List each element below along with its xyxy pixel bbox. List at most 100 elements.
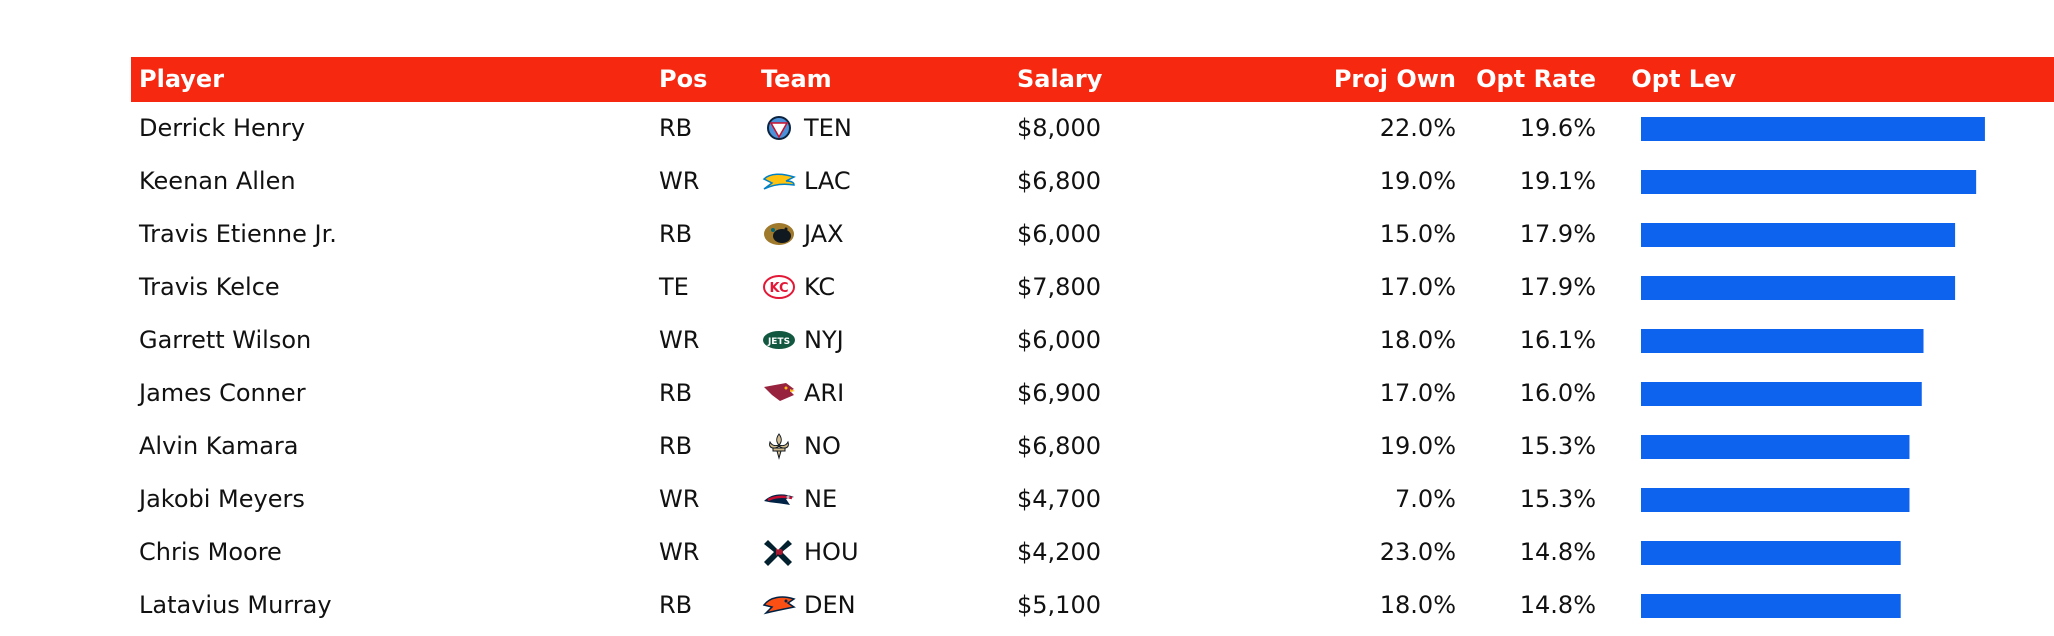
opt-rate-bar [1641, 329, 1924, 353]
opt-rate-bar-chart-cell [1641, 276, 1956, 300]
player-name: Latavius Murray [139, 591, 332, 619]
proj-own-value: 19.0% [1379, 432, 1456, 460]
opt-rate-bar-chart-cell [1641, 435, 1910, 459]
player-pos: TE [659, 273, 689, 301]
team-abbr: HOU [804, 538, 859, 566]
salary-value: $4,200 [1017, 538, 1101, 566]
player-pos: WR [659, 485, 700, 513]
svg-text:KC: KC [769, 281, 788, 296]
player-pos: RB [659, 114, 693, 142]
opt-rate-bar [1641, 276, 1956, 300]
player-name: Derrick Henry [139, 114, 306, 142]
player-name: Jakobi Meyers [139, 485, 305, 513]
proj-own-value: 7.0% [1395, 485, 1456, 513]
header-proj-own[interactable]: Proj Own [1333, 65, 1456, 93]
table-row: Travis Etienne Jr.RBJAX$6,00015.0%17.9%2… [131, 208, 2054, 261]
opt-rate-bar-chart-cell [1641, 329, 1924, 353]
opt-rate-value: 17.9% [1519, 273, 1596, 301]
header-salary[interactable]: Salary [1017, 65, 1103, 93]
salary-value: $6,000 [1017, 326, 1101, 354]
opt-rate-value: 16.1% [1519, 326, 1596, 354]
broncos-logo-icon [762, 596, 796, 615]
team-abbr: KC [804, 273, 836, 301]
player-name: Travis Etienne Jr. [139, 220, 337, 248]
salary-value: $4,700 [1017, 485, 1101, 513]
team-abbr: NO [804, 432, 841, 460]
cardinals-logo-icon [764, 383, 795, 401]
opt-rate-bar-chart-cell [1641, 117, 1985, 141]
opt-rate-value: 17.9% [1519, 220, 1596, 248]
team-abbr: NE [804, 485, 838, 513]
table-header: Player Pos Team Salary Proj Own Opt Rate… [131, 57, 2054, 102]
opt-rate-value: 19.6% [1519, 114, 1596, 142]
player-pos: WR [659, 326, 700, 354]
opt-rate-bar-chart-cell [1641, 594, 1901, 618]
header-player[interactable]: Player [139, 65, 225, 93]
table-row: Latavius MurrayRBDEN$5,10018.0%14.8%-3.2… [131, 579, 2054, 632]
opt-rate-value: 15.3% [1519, 485, 1596, 513]
chiefs-logo-icon: KC [763, 275, 795, 299]
opt-rate-value: 14.8% [1519, 591, 1596, 619]
svg-text:JETS: JETS [767, 337, 790, 347]
texans-logo-icon [764, 540, 792, 566]
team-abbr: DEN [804, 591, 856, 619]
table-body: Derrick HenryRBTEN$8,00022.0%19.6%-2.4%K… [131, 102, 2054, 632]
proj-own-value: 17.0% [1379, 273, 1456, 301]
opt-rate-value: 15.3% [1519, 432, 1596, 460]
salary-value: $8,000 [1017, 114, 1101, 142]
opt-rate-bar [1641, 488, 1910, 512]
proj-own-value: 18.0% [1379, 591, 1456, 619]
salary-value: $7,800 [1017, 273, 1101, 301]
player-name: Keenan Allen [139, 167, 296, 195]
header-opt-rate[interactable]: Opt Rate [1476, 65, 1596, 93]
opt-rate-value: 14.8% [1519, 538, 1596, 566]
header-team[interactable]: Team [761, 65, 832, 93]
salary-value: $5,100 [1017, 591, 1101, 619]
opt-rate-bar-chart-cell [1641, 170, 1977, 194]
player-name: Garrett Wilson [139, 326, 312, 354]
player-table: Player Pos Team Salary Proj Own Opt Rate… [131, 57, 2054, 632]
proj-own-value: 19.0% [1379, 167, 1456, 195]
proj-own-value: 15.0% [1379, 220, 1456, 248]
proj-own-value: 18.0% [1379, 326, 1456, 354]
opt-rate-bar [1641, 594, 1901, 618]
team-abbr: LAC [804, 167, 851, 195]
player-pos: RB [659, 379, 693, 407]
player-name: Travis Kelce [139, 273, 280, 301]
team-abbr: ARI [804, 379, 845, 407]
opt-rate-bar-chart-cell [1641, 488, 1910, 512]
header-pos[interactable]: Pos [659, 65, 708, 93]
opt-rate-value: 16.0% [1519, 379, 1596, 407]
player-name: James Conner [139, 379, 306, 407]
player-pos: RB [659, 220, 693, 248]
table-row: Garrett WilsonWRJETSNYJ$6,00018.0%16.1%-… [131, 314, 2054, 367]
player-name: Alvin Kamara [139, 432, 299, 460]
opt-rate-bar-chart-cell [1641, 541, 1901, 565]
team-abbr: TEN [804, 114, 852, 142]
jets-logo-icon: JETS [763, 331, 795, 349]
patriots-logo-icon [764, 494, 794, 505]
player-pos: RB [659, 591, 693, 619]
opt-rate-bar-chart-cell [1641, 223, 1956, 247]
jaguars-logo-icon [764, 223, 794, 245]
player-pos: RB [659, 432, 693, 460]
saints-logo-icon [769, 433, 789, 460]
salary-value: $6,800 [1017, 167, 1101, 195]
team-abbr: JAX [804, 220, 844, 248]
titans-logo-icon [767, 116, 791, 140]
opt-rate-bar [1641, 117, 1985, 141]
opt-rate-value: 19.1% [1519, 167, 1596, 195]
player-name: Chris Moore [139, 538, 282, 566]
opt-rate-bar [1641, 382, 1922, 406]
opt-rate-bar-chart-cell [1641, 382, 1922, 406]
team-abbr: NYJ [804, 326, 844, 354]
header-opt-lev[interactable]: Opt Lev [1631, 65, 1736, 93]
salary-value: $6,900 [1017, 379, 1101, 407]
opt-rate-bar [1641, 435, 1910, 459]
